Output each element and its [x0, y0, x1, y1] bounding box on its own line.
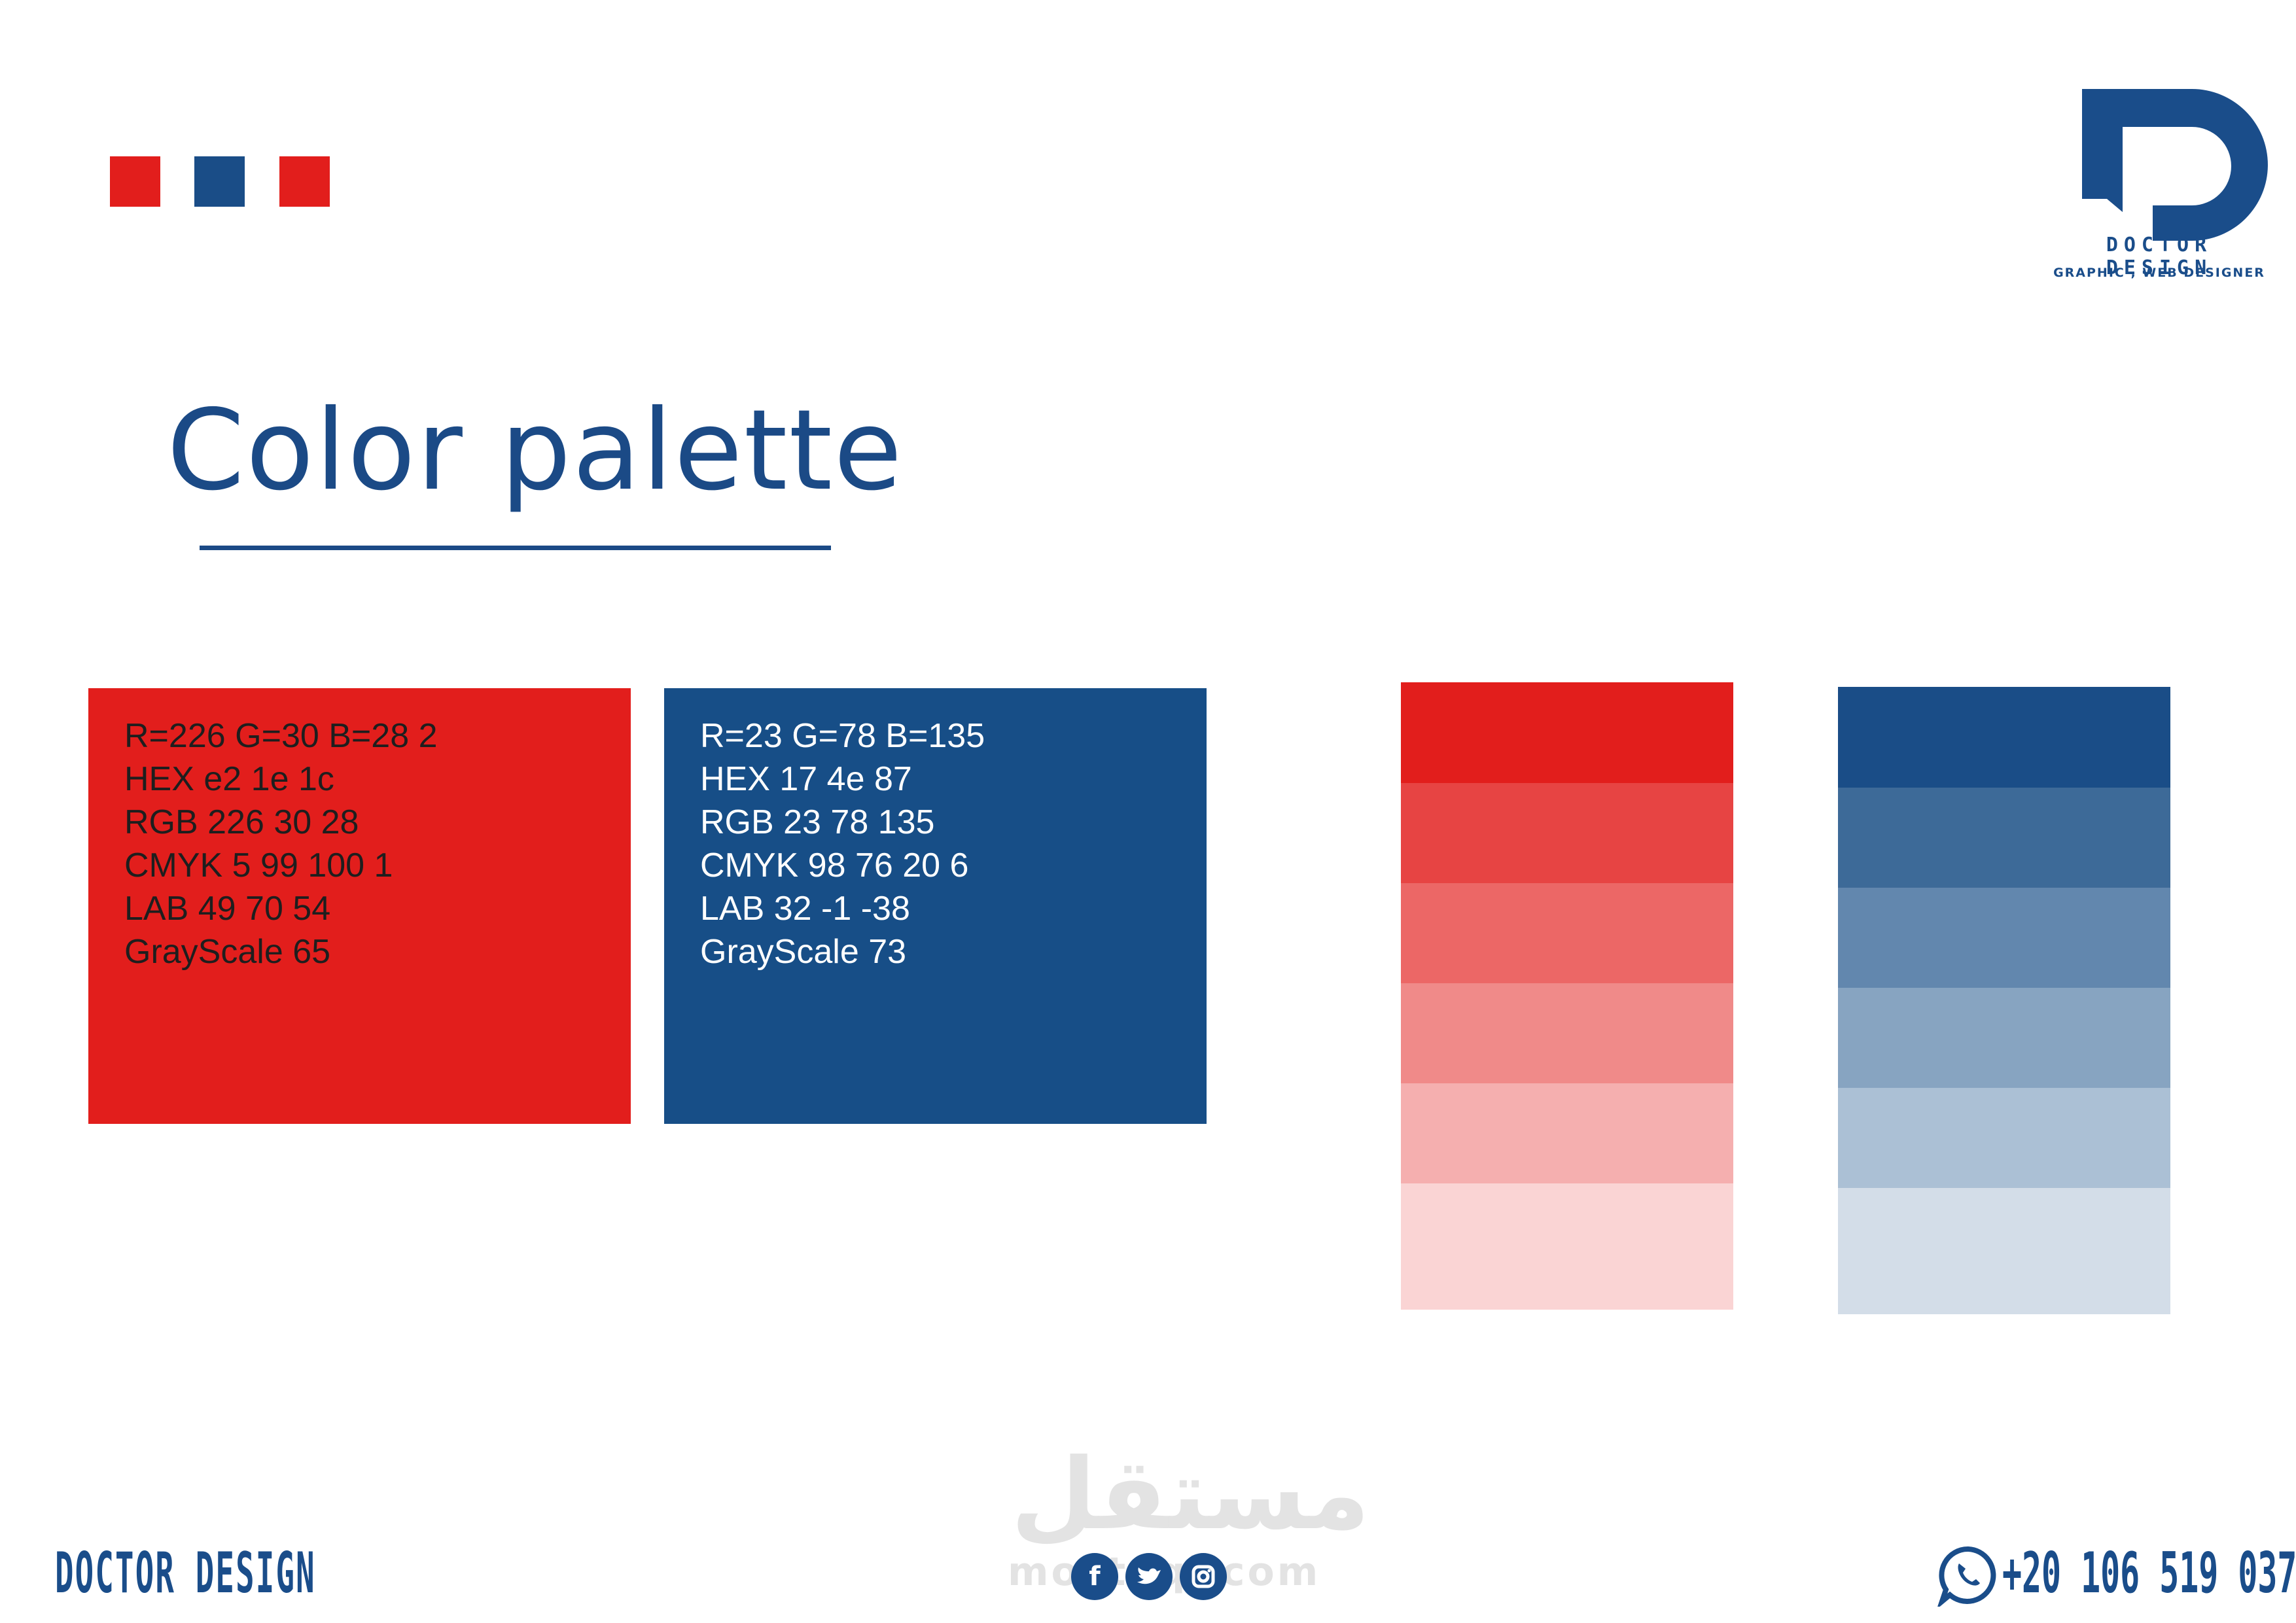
watermark-arabic: مستقل [1011, 1438, 1370, 1552]
twitter-icon[interactable] [1125, 1553, 1173, 1600]
color-value-line: GrayScale 65 [124, 933, 331, 971]
color-value-line: CMYK 98 76 20 6 [700, 846, 969, 884]
header-square-red-1 [110, 156, 160, 207]
blue-shade-3 [1838, 888, 2170, 988]
header-square-blue [194, 156, 245, 207]
header-square-red-2 [279, 156, 330, 207]
color-card-red: R=226 G=30 B=28 2 HEX e2 1e 1c RGB 226 3… [88, 688, 631, 1124]
color-value-line: R=226 G=30 B=28 2 [124, 717, 438, 755]
red-shade-5 [1401, 1083, 1733, 1183]
blue-shade-5 [1838, 1088, 2170, 1188]
color-value-line: GrayScale 73 [700, 933, 907, 971]
logo-subtitle: GRAPHIC , WEB DESIGNER [2053, 266, 2265, 280]
doctor-design-logo-icon [2082, 89, 2268, 241]
blue-shade-1 [1838, 687, 2170, 788]
color-value-line: R=23 G=78 B=135 [700, 717, 985, 755]
facebook-icon[interactable]: f [1071, 1553, 1118, 1600]
blue-shade-2 [1838, 788, 2170, 888]
red-shade-2 [1401, 783, 1733, 883]
title-underline [200, 546, 831, 550]
blue-shade-6 [1838, 1188, 2170, 1314]
color-card-red-values: R=226 G=30 B=28 2 HEX e2 1e 1c RGB 226 3… [124, 714, 438, 973]
color-value-line: RGB 23 78 135 [700, 803, 935, 841]
red-shade-strip [1401, 682, 1733, 1310]
red-shade-4 [1401, 983, 1733, 1083]
red-shade-6 [1401, 1183, 1733, 1310]
footer-brand: DOCTOR DESIGN [55, 1541, 316, 1606]
blue-shade-strip [1838, 687, 2170, 1314]
color-card-blue: R=23 G=78 B=135 HEX 17 4e 87 RGB 23 78 1… [664, 688, 1207, 1124]
instagram-icon[interactable] [1180, 1553, 1227, 1600]
color-value-line: CMYK 5 99 100 1 [124, 846, 393, 884]
red-shade-3 [1401, 883, 1733, 983]
color-value-line: HEX 17 4e 87 [700, 760, 912, 798]
red-shade-1 [1401, 682, 1733, 783]
blue-shade-4 [1838, 988, 2170, 1088]
color-value-line: LAB 49 70 54 [124, 890, 331, 928]
phone-number[interactable]: +20 106 519 0376 [2002, 1541, 2296, 1606]
whatsapp-icon [1937, 1546, 1996, 1607]
color-value-line: LAB 32 -1 -38 [700, 890, 910, 928]
color-value-line: HEX e2 1e 1c [124, 760, 334, 798]
color-value-line: RGB 226 30 28 [124, 803, 359, 841]
color-card-blue-values: R=23 G=78 B=135 HEX 17 4e 87 RGB 23 78 1… [700, 714, 985, 973]
logo-name: DOCTOR DESIGN [2106, 234, 2213, 279]
page-title: Color palette [167, 386, 904, 515]
